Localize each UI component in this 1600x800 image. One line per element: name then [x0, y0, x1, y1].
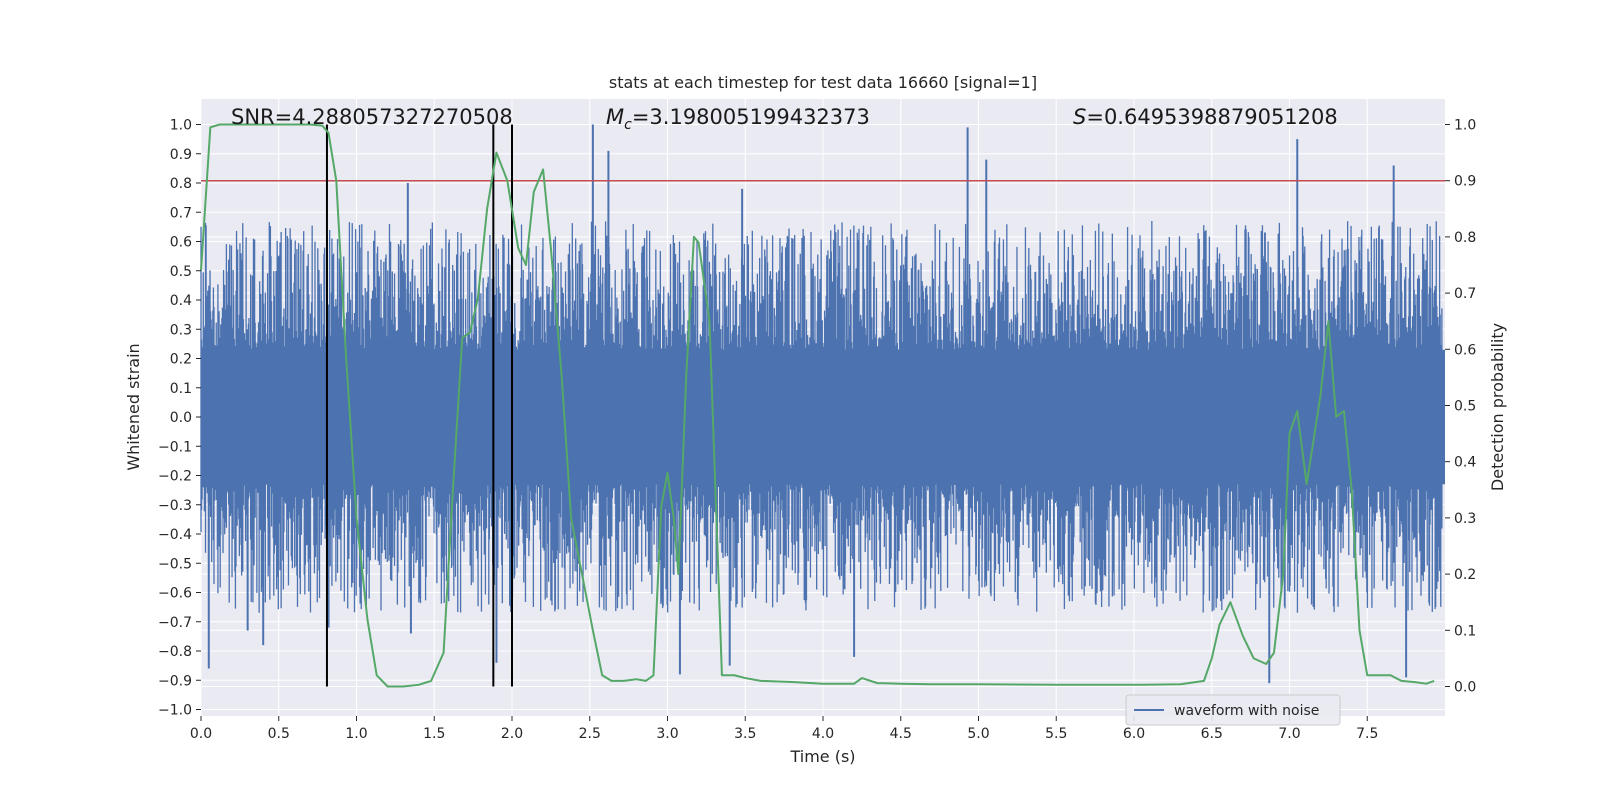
y2-axis-label: Detection probability — [1488, 323, 1507, 491]
x-tick-label: 5.0 — [967, 726, 989, 742]
legend: waveform with noise — [1125, 694, 1341, 726]
y2-tick-label: 0.0 — [1454, 680, 1476, 696]
y2-tick-label: 1.0 — [1454, 118, 1476, 134]
y-tick-label: 0.7 — [170, 205, 192, 221]
x-tick-label: 6.0 — [1123, 726, 1145, 742]
data-layer — [200, 124, 1445, 684]
legend-box — [1125, 694, 1341, 726]
y-tick-label: 0.2 — [170, 352, 192, 368]
y-tick-label: −0.9 — [158, 673, 192, 689]
y-tick-label: −1.0 — [158, 703, 192, 719]
y-tick-label: 0.5 — [170, 264, 192, 280]
y2-tick-label: 0.6 — [1454, 342, 1476, 358]
y2-tick-label: 0.3 — [1454, 511, 1476, 527]
overlay-layer — [200, 123, 1445, 688]
y-tick-label: −0.8 — [158, 644, 192, 660]
y-tick-label: 0.9 — [170, 147, 192, 163]
axes-layer: 0.0 0.5 1.0 1.5 2.0 2.5 3.0 3.5 4.0 4.5 5.0 5.5 6.0 6… — [158, 118, 1476, 743]
detection-probability-line — [200, 123, 1435, 688]
x-tick-label: 4.5 — [890, 726, 912, 742]
y-axis-label: Whitened strain — [124, 343, 143, 470]
s-symbol: S — [1073, 105, 1086, 129]
y-tick-label: −0.3 — [158, 498, 192, 514]
y-tick-label: −0.7 — [158, 615, 192, 631]
x-tick-label: 1.0 — [345, 726, 367, 742]
y2-tick-label: 0.2 — [1454, 567, 1476, 583]
y-tick-label: 0.6 — [170, 235, 192, 251]
y2-tick-label: 0.7 — [1454, 286, 1476, 302]
x-tick-label: 1.5 — [423, 726, 445, 742]
chirp-mass-subscript: c — [624, 117, 632, 133]
x-tick-label: 0.5 — [268, 726, 290, 742]
chirp-mass-symbol: M — [606, 105, 624, 129]
s-value: =0.6495398879051208 — [1086, 105, 1337, 129]
x-tick-label: 3.5 — [734, 726, 756, 742]
y2-tick-label: 0.1 — [1454, 623, 1476, 639]
waveform-core — [201, 349, 1445, 485]
y-tick-label: −0.4 — [158, 527, 192, 543]
y2-tick-label: 0.5 — [1454, 399, 1476, 415]
s-annotation: S=0.6495398879051208 — [1073, 105, 1338, 129]
y-tick-label: −0.2 — [158, 469, 192, 485]
x-tick-label: 5.5 — [1045, 726, 1067, 742]
chirp-mass-annotation: Mc=3.198005199432373 — [606, 105, 870, 133]
x-tick-label: 0.0 — [190, 726, 212, 742]
y-tick-label: 0.0 — [170, 410, 192, 426]
x-tick-label: 3.0 — [656, 726, 678, 742]
x-tick-label: 2.5 — [579, 726, 601, 742]
y-tick-label: 1.0 — [170, 118, 192, 134]
x-tick-label: 7.5 — [1356, 726, 1378, 742]
chirp-mass-value: =3.198005199432373 — [632, 105, 870, 129]
chart-title: stats at each timestep for test data 166… — [609, 73, 1037, 92]
y-tick-label: −0.1 — [158, 439, 192, 455]
y-tick-label: −0.6 — [158, 586, 192, 602]
y2-tick-label: 0.8 — [1454, 230, 1476, 246]
y-tick-label: 0.1 — [170, 381, 192, 397]
y-tick-label: 0.4 — [170, 293, 192, 309]
x-tick-label: 7.0 — [1278, 726, 1300, 742]
y-tick-label: 0.3 — [170, 322, 192, 338]
x-tick-label: 2.0 — [501, 726, 523, 742]
snr-annotation: SNR=4.288057327270508 — [231, 105, 513, 129]
y2-tick-label: 0.4 — [1454, 455, 1476, 471]
x-tick-label: 4.0 — [812, 726, 834, 742]
y2-tick-label: 0.9 — [1454, 174, 1476, 190]
y-tick-label: −0.5 — [158, 556, 192, 572]
x-tick-label: 6.5 — [1201, 726, 1223, 742]
y-tick-label: 0.8 — [170, 176, 192, 192]
legend-label: waveform with noise — [1174, 703, 1319, 719]
x-axis-label: Time (s) — [789, 747, 855, 766]
